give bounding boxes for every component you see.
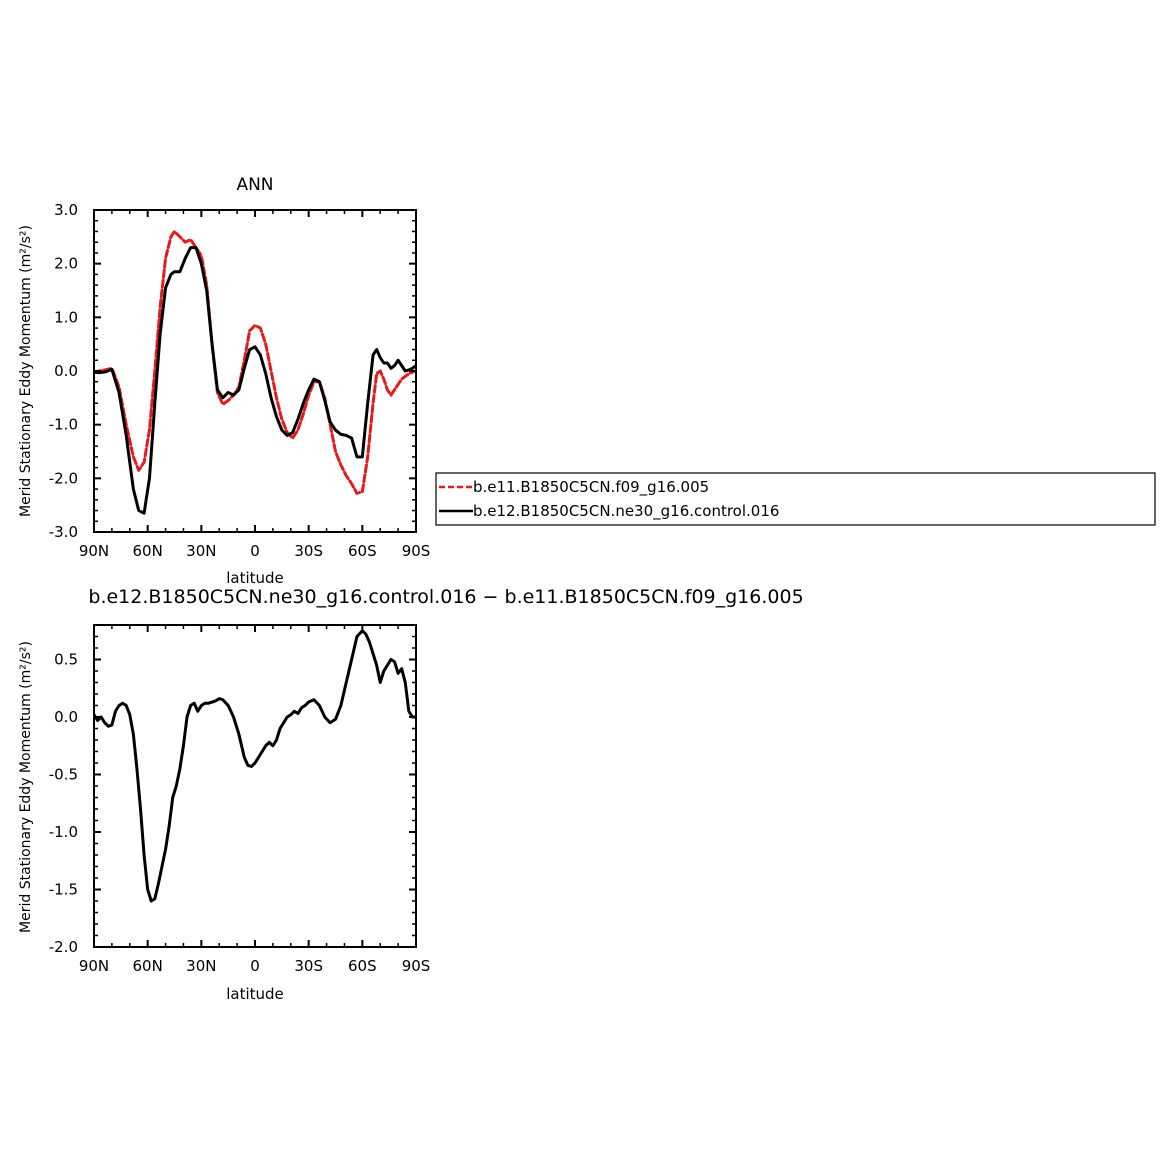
legend-entry-control: b.e12.B1850C5CN.ne30_g16.control.016 (473, 502, 779, 521)
top-panel-series-lines (94, 229, 416, 515)
top-y-tick-label: -1.0 (49, 416, 78, 434)
bottom-panel: b.e12.B1850C5CN.ne30_g16.control.016 − b… (18, 586, 804, 1003)
bottom-y-tick-label: -0.5 (49, 766, 78, 784)
top-x-tick-label: 90N (79, 542, 109, 560)
top-x-tick-label: 30S (294, 542, 323, 560)
bottom-x-tick-label: 90S (402, 957, 431, 975)
top-panel-title: ANN (236, 175, 273, 195)
bottom-x-tick-label: 0 (250, 957, 260, 975)
top-y-tick-label: 1.0 (54, 308, 78, 326)
top-x-tick-label: 60S (348, 542, 377, 560)
top-panel: ANN 90N 60N 30N 0 30S 60S 90S -3.0 -2.0 -1.0 0.0 1.… (18, 175, 430, 587)
bottom-panel-series-lines (94, 629, 416, 903)
top-panel-y-axis-label: Merid Stationary Eddy Momentum (m²/s²) (18, 225, 34, 517)
bottom-series-line-0 (94, 629, 416, 903)
bottom-x-tick-label: 60N (133, 957, 163, 975)
top-x-tick-label: 30N (186, 542, 216, 560)
top-panel-axes: 90N 60N 30N 0 30S 60S 90S -3.0 -2.0 -1.0 0.0 1.0 2.0… (49, 201, 431, 560)
top-y-tick-label: -3.0 (49, 523, 78, 541)
top-y-tick-label: 3.0 (54, 201, 78, 219)
bottom-y-tick-label: -1.5 (49, 881, 78, 899)
bottom-panel-y-axis-label: Merid Stationary Eddy Momentum (m²/s²) (18, 641, 34, 933)
top-x-tick-label: 90S (402, 542, 431, 560)
legend: b.e11.B1850C5CN.f09_g16.005 b.e12.B1850C… (435, 472, 1156, 526)
bottom-x-tick-label: 60S (348, 957, 377, 975)
legend-entry-case: b.e11.B1850C5CN.f09_g16.005 (473, 478, 709, 497)
top-series-line-0 (94, 229, 416, 495)
bottom-panel-x-axis-label: latitude (226, 985, 284, 1003)
bottom-x-tick-label: 90N (79, 957, 109, 975)
top-series-line-1 (94, 246, 416, 515)
bottom-panel-axes: 90N 60N 30N 0 30S 60S 90S -2.0 -1.5 -1.0 -0.5 0.0 0.… (49, 624, 431, 975)
top-x-tick-label: 60N (133, 542, 163, 560)
top-panel-x-axis-label: latitude (226, 569, 284, 587)
top-y-tick-label: -2.0 (49, 469, 78, 487)
bottom-x-tick-label: 30S (294, 957, 323, 975)
bottom-y-tick-label: -1.0 (49, 823, 78, 841)
legend-box (435, 472, 1156, 526)
bottom-y-tick-label: -2.0 (49, 938, 78, 956)
bottom-panel-title: b.e12.B1850C5CN.ne30_g16.control.016 − b… (88, 586, 803, 608)
top-x-tick-label: 0 (250, 542, 260, 560)
bottom-x-tick-label: 30N (186, 957, 216, 975)
top-y-tick-label: 2.0 (54, 255, 78, 273)
bottom-y-tick-label: 0.0 (54, 708, 78, 726)
top-y-tick-label: 0.0 (54, 362, 78, 380)
bottom-y-tick-label: 0.5 (54, 651, 78, 669)
